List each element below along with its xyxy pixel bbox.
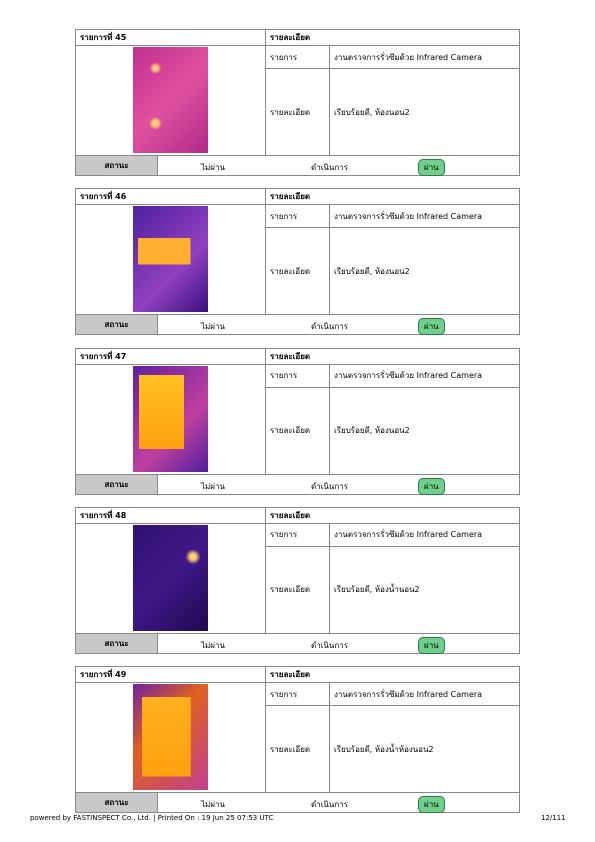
option-selected: ผ่าน — [418, 318, 445, 336]
row-value: เรียบร้อยดี, ห้องน้ำห้องนอน2 — [329, 705, 520, 794]
option: ไม่ผ่าน — [201, 640, 225, 650]
row-value: งานตรวจการรั่วซึมด้วย Infrared Camera — [329, 204, 520, 229]
row-label: รายการ — [265, 682, 330, 707]
row-value: งานตรวจการรั่วซึมด้วย Infrared Camera — [329, 682, 520, 707]
row-value: งานตรวจการรั่วซึมด้วย Infrared Camera — [329, 45, 520, 69]
thermal-image — [133, 684, 208, 791]
thermal-image — [133, 206, 208, 313]
row-value: เรียบร้อยดี, ห้องนอน2 — [329, 227, 520, 316]
footer-right: 12/111 — [541, 814, 566, 822]
status-label: สถานะ — [75, 155, 158, 176]
option: ดำเนินการ — [311, 322, 348, 332]
row-label: รายการ — [265, 363, 330, 388]
item-title: รายการที่ 46 — [75, 188, 266, 206]
option-selected: ผ่าน — [418, 636, 445, 654]
detail-header: รายละเอียด — [265, 29, 520, 46]
option: ไม่ผ่าน — [201, 800, 225, 810]
item-title: รายการที่ 47 — [75, 347, 266, 365]
item-title: รายการที่ 45 — [75, 29, 266, 46]
thermal-image — [133, 365, 208, 472]
option: ดำเนินการ — [311, 640, 348, 650]
status-row — [157, 155, 520, 176]
status-label: สถานะ — [75, 792, 158, 814]
status-label: สถานะ — [75, 314, 158, 336]
row-value: เรียบร้อยดี, ห้องน้ำนอน2 — [329, 545, 520, 634]
row-label: รายละเอียด — [265, 705, 330, 794]
detail-header: รายละเอียด — [265, 347, 520, 365]
thermal-image — [133, 524, 208, 631]
detail-header: รายละเอียด — [265, 188, 520, 206]
item-title: รายการที่ 48 — [75, 506, 266, 524]
option-selected: ผ่าน — [418, 796, 445, 814]
row-label: รายการ — [265, 45, 330, 69]
footer-left: powered by FASTINSPECT Co., Ltd. | Print… — [30, 814, 274, 822]
option-selected: ผ่าน — [418, 159, 445, 176]
row-value: งานตรวจการรั่วซึมด้วย Infrared Camera — [329, 522, 520, 547]
option: ไม่ผ่าน — [201, 481, 225, 491]
option: ดำเนินการ — [311, 800, 348, 810]
row-label: รายละเอียด — [265, 227, 330, 316]
status-label: สถานะ — [75, 473, 158, 495]
status-row — [157, 314, 520, 336]
thermal-image — [133, 47, 208, 153]
row-label: รายละเอียด — [265, 545, 330, 634]
detail-header: รายละเอียด — [265, 666, 520, 684]
option: ไม่ผ่าน — [201, 322, 225, 332]
row-value: เรียบร้อยดี, ห้องนอน2 — [329, 68, 520, 156]
row-label: รายการ — [265, 204, 330, 229]
option: ดำเนินการ — [311, 163, 348, 172]
row-value: เรียบร้อยดี, ห้องนอน2 — [329, 386, 520, 475]
status-label: สถานะ — [75, 632, 158, 654]
status-row — [157, 632, 520, 654]
option-selected: ผ่าน — [418, 477, 445, 495]
item-title: รายการที่ 49 — [75, 666, 266, 684]
option: ไม่ผ่าน — [201, 163, 225, 172]
row-label: รายละเอียด — [265, 68, 330, 156]
row-value: งานตรวจการรั่วซึมด้วย Infrared Camera — [329, 363, 520, 388]
row-label: รายการ — [265, 522, 330, 547]
detail-header: รายละเอียด — [265, 506, 520, 524]
status-row — [157, 792, 520, 814]
row-label: รายละเอียด — [265, 386, 330, 475]
option: ดำเนินการ — [311, 481, 348, 491]
status-row — [157, 473, 520, 495]
